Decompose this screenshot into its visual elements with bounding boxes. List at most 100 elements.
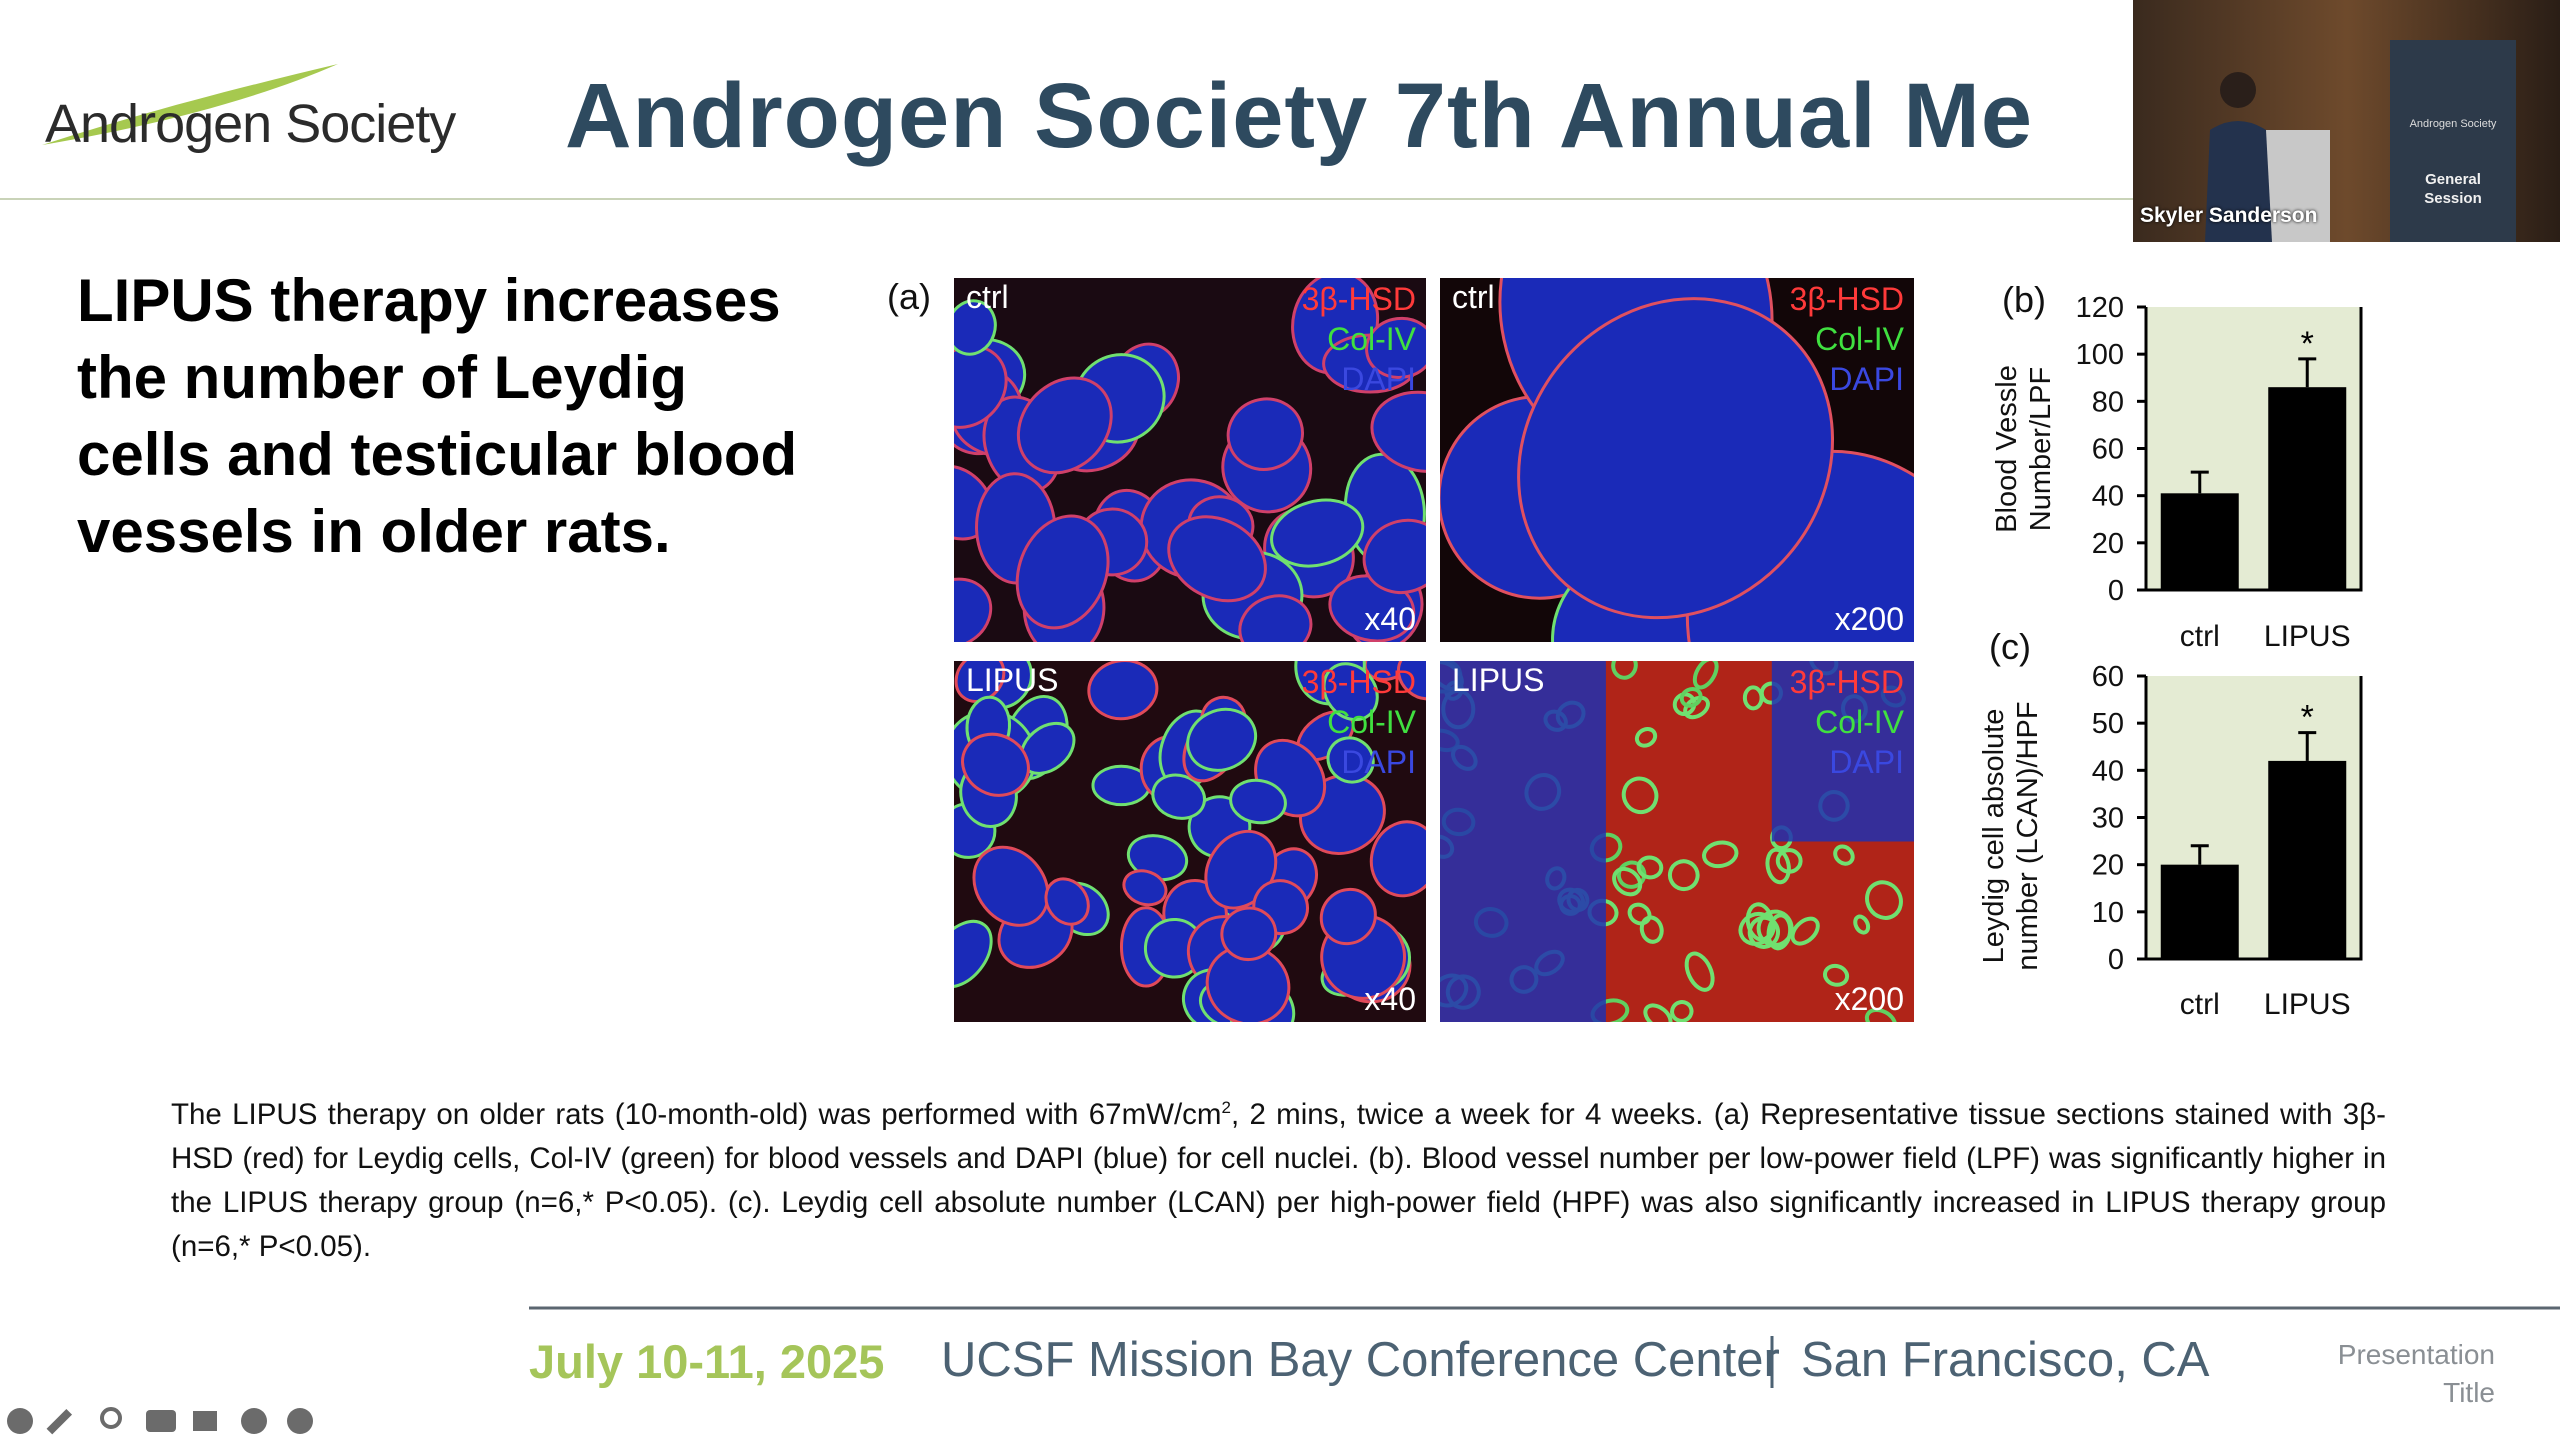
stain-label: DAPI: [1829, 744, 1904, 780]
tissue-blob: [1702, 840, 1739, 869]
tissue-blob: [1122, 869, 1168, 907]
stain-label: Col-IV: [1327, 321, 1417, 357]
micrograph: ctrl 3β-HSD Col-IV DAPI x40: [954, 278, 1426, 642]
banner-line: Session: [2424, 190, 2482, 207]
tissue-blob: [961, 732, 1030, 797]
tissue-blob: [1636, 855, 1664, 880]
tissue-blob: [1747, 915, 1780, 949]
video-overlay: [2133, 0, 2560, 242]
heading-line: LIPUS therapy increases: [77, 267, 781, 334]
tissue-blob: [1365, 316, 1426, 379]
camera-button[interactable]: [193, 1411, 217, 1431]
slide-heading: LIPUS therapy increases the number of Le…: [77, 262, 797, 570]
significance-mark: *: [2301, 325, 2314, 363]
tissue-blob: [954, 344, 1008, 429]
y-axis-label: number (LCAN)/HPF: [2012, 701, 2044, 970]
error-bar: [2298, 731, 2317, 761]
y-tick-label: 10: [2092, 897, 2124, 929]
pen-button[interactable]: [46, 1408, 73, 1435]
caption-text: The LIPUS therapy on older rats (10-mont…: [171, 1098, 1222, 1131]
tissue-blob: [1611, 661, 1638, 680]
y-tick-label: 50: [2092, 708, 2124, 740]
caption: The LIPUS therapy on older rats (10-mont…: [171, 1093, 2386, 1269]
y-tick-label: 0: [2108, 944, 2124, 976]
logo-swoosh: [42, 64, 338, 145]
tissue-blob: [1692, 661, 1719, 690]
tissue-blob: [972, 845, 1050, 927]
image-group-label: LIPUS: [1452, 662, 1544, 698]
stain-label: Col-IV: [1815, 321, 1905, 357]
stain-label: 3β-HSD: [1790, 281, 1904, 317]
tissue-blob: [1616, 860, 1647, 889]
tissue-blob: [1790, 916, 1820, 946]
x-tick-label: LIPUS: [2264, 988, 2351, 1021]
micrograph: LIPUS 3β-HSD Col-IV DAPI x40: [954, 661, 1426, 1022]
image-group-label: LIPUS: [966, 662, 1058, 698]
back-button[interactable]: [7, 1408, 33, 1434]
micrograph: ctrl 3β-HSD Col-IV DAPI x200: [1440, 278, 1914, 642]
magnification: x200: [1835, 601, 1904, 637]
zoom-button[interactable]: [100, 1407, 122, 1429]
y-tick-label: 40: [2092, 481, 2124, 513]
tissue-blob: [1220, 906, 1278, 962]
y-tick-label: 30: [2092, 803, 2124, 835]
y-axis-label: Leydig cell absolute: [1978, 709, 2010, 964]
magnification: x40: [1364, 601, 1416, 637]
stain-label: 3β-HSD: [1302, 281, 1416, 317]
footer-slide-title: Presentation Title: [2230, 1336, 2495, 1412]
y-axis-label: Blood Vessle: [1991, 365, 2023, 533]
bar: [2268, 387, 2347, 590]
y-axis-label: Number/LPF: [2025, 367, 2057, 531]
magnification: x200: [1835, 981, 1904, 1017]
bar: [2160, 864, 2239, 959]
micrograph: LIPUS 3β-HSD Col-IV DAPI x200: [1440, 661, 1914, 1022]
tissue-blob: [1765, 847, 1791, 885]
axis-frame: [2144, 307, 2363, 592]
tissue-blob: [1167, 515, 1267, 603]
toolbar: [7, 1407, 313, 1435]
tissue-blob: [1186, 707, 1258, 772]
significance-mark: *: [2301, 699, 2314, 737]
tissue-blob: [1643, 1003, 1673, 1022]
heading-line: the number of Leydig: [77, 344, 688, 411]
heading-line: vessels in older rats.: [77, 498, 671, 565]
nuclei-area: [1771, 661, 1914, 842]
banner-logo: Androgen Society: [2409, 118, 2497, 130]
tissue-blob: [1229, 778, 1287, 825]
error-bar: [2190, 470, 2209, 494]
tissue-blob: [1679, 687, 1703, 708]
footer-slide-line: Title: [2443, 1377, 2495, 1408]
more-button[interactable]: [241, 1408, 267, 1434]
y-tick-label: 60: [2092, 661, 2124, 693]
y-tick-label: 20: [2092, 850, 2124, 882]
footer-venue: UCSF Mission Bay Conference Center: [941, 1333, 1780, 1387]
axis-frame: [2144, 676, 2363, 961]
tissue-blob: [1822, 963, 1850, 987]
tissue-blob: [1634, 727, 1658, 748]
stain-label: DAPI: [1341, 361, 1416, 397]
tissue-blob: [1853, 914, 1871, 935]
y-tick-label: 20: [2092, 528, 2124, 560]
tissue-blob: [954, 919, 993, 989]
tissue-blob: [1322, 662, 1379, 722]
chart-label: (b): [2002, 279, 2046, 320]
tissue-blob: [1015, 514, 1110, 630]
tissue-blob: [1226, 397, 1305, 471]
tissue-blob: [1326, 736, 1375, 784]
tissue-blob: [1517, 297, 1835, 620]
panel-label: (a): [887, 276, 931, 317]
nuclei-area: [1440, 661, 1606, 1022]
captions-button[interactable]: [146, 1410, 176, 1432]
tissue-blob: [954, 299, 997, 356]
forward-button[interactable]: [287, 1408, 313, 1434]
tissue-blob: [1670, 1000, 1694, 1022]
stain-label: Col-IV: [1327, 704, 1417, 740]
x-tick-label: LIPUS: [2264, 620, 2351, 653]
error-bar: [2190, 844, 2209, 865]
image-group-label: ctrl: [966, 279, 1009, 315]
stain-label: DAPI: [1829, 361, 1904, 397]
tissue-blob: [1621, 776, 1659, 815]
y-tick-label: 80: [2092, 386, 2124, 418]
tissue-blob: [1775, 848, 1803, 874]
